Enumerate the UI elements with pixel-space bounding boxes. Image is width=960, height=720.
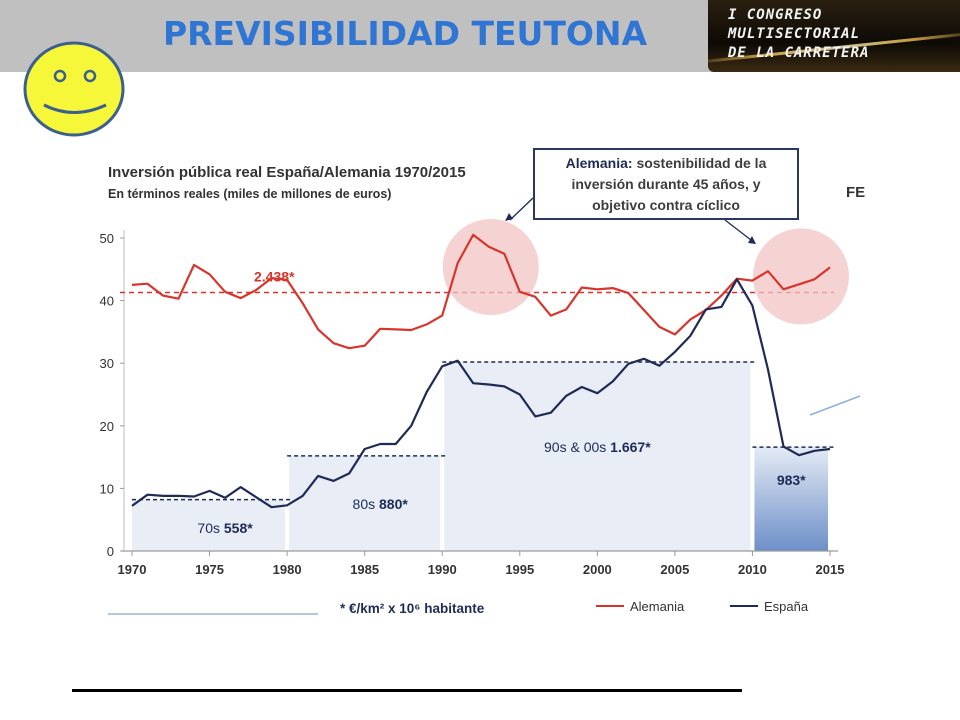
y-tick-label: 40 [100,294,114,309]
series-line-españa [131,278,831,509]
chart-subtitle: En términos reales (miles de millones de… [108,187,391,201]
band-label-value: 983* [777,472,806,488]
logo-line-3: DE LA CARRETERA [728,45,870,61]
band-label-value: 558* [224,520,253,536]
logo-text: I CONGRESO MULTISECTORIAL DE LA CARRETER… [728,6,869,63]
callout-line-1: Alemania: sostenibilidad de la [535,153,797,174]
callout-arrowhead-right [748,236,756,244]
reference-label: 2.438* [254,268,295,284]
y-tick-label: 0 [107,544,114,559]
slide-title: PREVISIBILIDAD TEUTONA [162,14,648,53]
y-tick-label: 50 [100,231,114,246]
y-tick-label: 20 [100,419,114,434]
band-label-prefix: 90s & 00s [544,439,610,455]
chart-axes: 0 10 20 30 40 50 1970 1975 1980 1985 1990 1995 2000 2… [100,230,845,577]
callout-arrow-right [724,219,752,241]
footnote: * €/km² x 10⁶ habitante [340,601,485,616]
band-label: 70s 558* [197,520,253,536]
series-line-alemania [131,233,831,350]
callout-arrow-left [509,197,534,221]
logo-line-2: MULTISECTORIAL [728,26,861,42]
highlight-circle [752,228,849,325]
series-lines [131,233,831,509]
chart-labels: Inversión pública real España/Alemania 1… [108,164,865,616]
callout-arrowhead-left [505,213,513,221]
x-tick-label: 1975 [195,562,224,577]
band-label: 90s & 00s 1.667* [544,439,651,455]
callout-text-1: sostenibilidad de la [636,155,767,171]
highlight-circle [442,219,539,316]
bottom-rule [72,689,742,692]
callout-box: Alemania: sostenibilidad de la inversión… [533,148,799,220]
period-bands [132,361,828,551]
period-band [754,447,828,551]
x-tick-label: 1990 [428,562,457,577]
x-tick-label: 2010 [738,562,767,577]
x-tick-label: 1980 [273,562,302,577]
x-tick-label: 2005 [660,562,689,577]
congress-logo: I CONGRESO MULTISECTORIAL DE LA CARRETER… [708,0,960,72]
band-label-prefix: 80s [353,496,379,512]
reference-lines [120,291,834,501]
legend-label-alemania: Alemania [630,599,685,614]
callout-line-2: inversión durante 45 años, y [571,176,761,192]
logo-line-1: I CONGRESO [728,7,823,23]
legend-label-españa: España [764,599,809,614]
chart-title: Inversión pública real España/Alemania 1… [108,164,466,181]
period-band [289,455,441,551]
x-tick-label: 2015 [816,562,845,577]
cut-off-text: FE [846,184,865,201]
x-tick-label: 1985 [350,562,379,577]
band-label-value: 1.667* [610,439,651,455]
callout-bold: Alemania: [565,155,633,171]
smiley-face-icon [23,41,125,137]
band-label-prefix: 70s [197,520,223,536]
period-band [132,499,286,551]
callout-line-3: objetivo contra cíclico [592,197,740,213]
highlight-circles [442,219,849,325]
band-label: 80s 880* [353,496,409,512]
x-tick-label: 2000 [583,562,612,577]
y-tick-label: 10 [100,481,114,496]
x-tick-label: 1970 [118,562,147,577]
y-tick-label: 30 [100,356,114,371]
band-label-value: 880* [379,496,408,512]
decorative-line [809,395,861,416]
x-tick-label: 1995 [505,562,534,577]
band-label: 983* [777,472,806,488]
period-band [444,361,751,551]
